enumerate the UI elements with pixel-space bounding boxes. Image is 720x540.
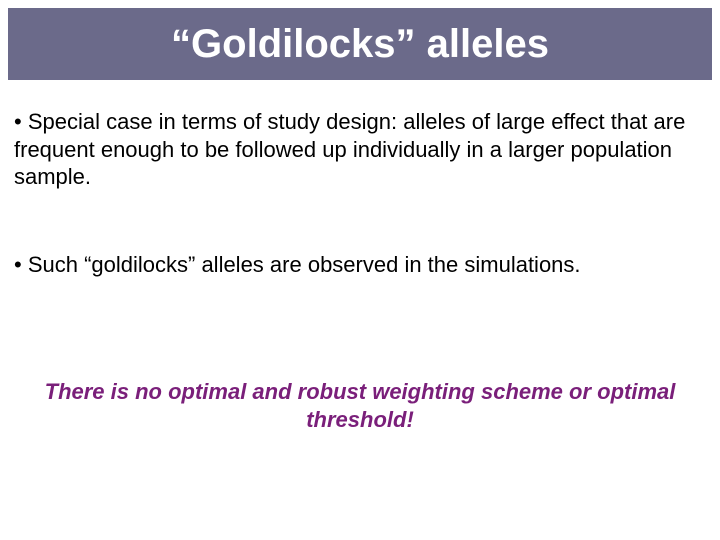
slide-title: “Goldilocks” alleles: [171, 22, 549, 67]
title-bar: “Goldilocks” alleles: [8, 8, 712, 80]
slide-body: • Special case in terms of study design:…: [14, 100, 706, 433]
conclusion-statement: There is no optimal and robust weighting…: [14, 378, 706, 433]
bullet-point-2: • Such “goldilocks” alleles are observed…: [14, 251, 706, 279]
bullet-point-1: • Special case in terms of study design:…: [14, 108, 706, 191]
